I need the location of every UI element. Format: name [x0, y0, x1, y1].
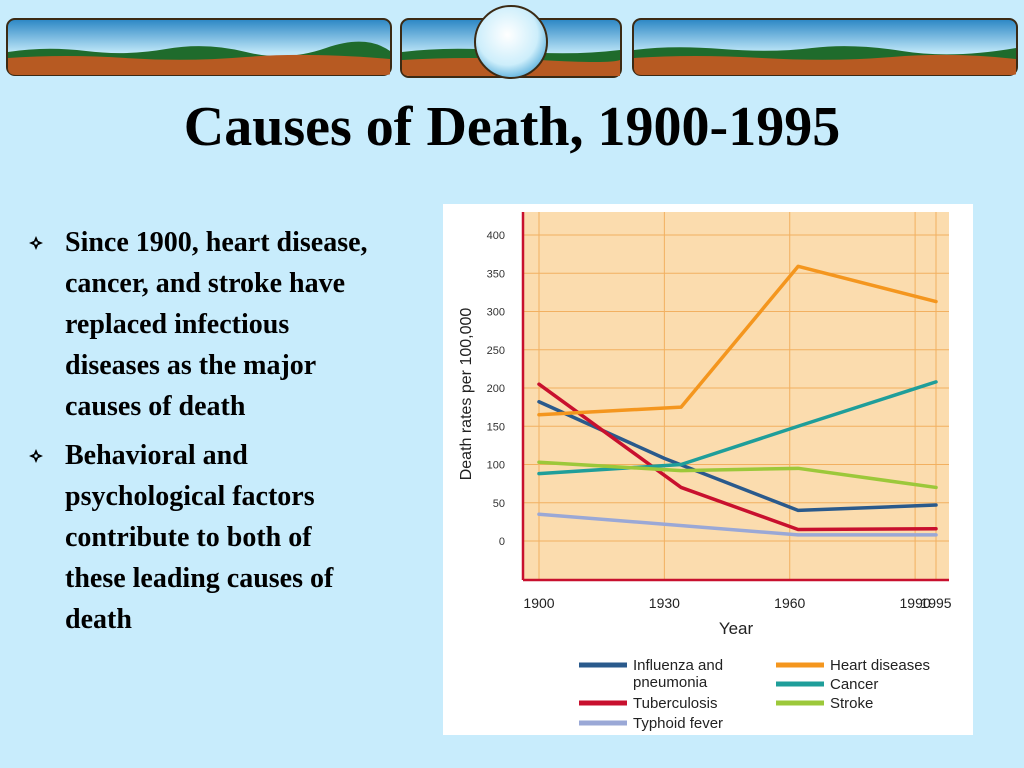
y-tick-label: 0: [499, 536, 505, 548]
bullet-text: Behavioral and psychological factors con…: [65, 440, 334, 635]
header-banner-center: [400, 4, 622, 84]
y-tick-label: 200: [487, 383, 505, 395]
series-line-tuberculosis: [537, 382, 938, 532]
series-line-stroke: [537, 460, 938, 490]
bullet-item: Behavioral and psychological factors con…: [28, 435, 378, 640]
slide-title: Causes of Death, 1900-1995: [183, 96, 841, 158]
diamond-bullet-icon: [29, 236, 43, 250]
bullet-item: Since 1900, heart disease, cancer, and s…: [28, 222, 378, 427]
legend-label: Influenza and pneumonia: [633, 657, 723, 691]
header-banner-left: [6, 18, 392, 76]
plot-background: [523, 212, 949, 580]
x-tick-label: 1900: [523, 595, 554, 611]
death-rates-chart: 0 50 100 150 200 250 300 350 400 1900 1930 1960 1990…: [443, 204, 973, 735]
series-line-heart-diseases: [537, 264, 938, 417]
y-axis-label: Death rates per 100,000: [458, 308, 475, 481]
legend-label: Tuberculosis: [633, 695, 717, 712]
x-tick-label: 1990: [900, 595, 931, 611]
diamond-bullet-icon: [29, 449, 43, 463]
legend-label: Cancer: [830, 676, 878, 693]
y-tick-label: 100: [487, 460, 505, 472]
bullet-list: Since 1900, heart disease, cancer, and s…: [28, 222, 378, 648]
x-axis-label: Year: [719, 619, 754, 638]
y-tick-label: 350: [487, 268, 505, 280]
bullet-text: Since 1900, heart disease, cancer, and s…: [65, 227, 368, 422]
x-tick-label: 1960: [774, 595, 805, 611]
header-banner-right: [632, 18, 1018, 76]
x-tick-label: 1995: [920, 595, 951, 611]
y-tick-label: 50: [493, 498, 505, 510]
y-tick-label: 250: [487, 345, 505, 357]
legend-label: Typhoid fever: [633, 715, 723, 732]
series-line-typhoid-fever: [537, 512, 938, 537]
chart-svg: 0 50 100 150 200 250 300 350 400 1900 1930 1960 1990…: [458, 212, 952, 732]
series-line-cancer: [537, 380, 938, 476]
legend-label: Heart diseases: [830, 657, 930, 674]
legend-label: Stroke: [830, 695, 873, 712]
x-tick-label: 1930: [649, 595, 680, 611]
y-tick-label: 150: [487, 421, 505, 433]
y-tick-label: 300: [487, 307, 505, 319]
y-tick-label: 400: [487, 230, 505, 242]
